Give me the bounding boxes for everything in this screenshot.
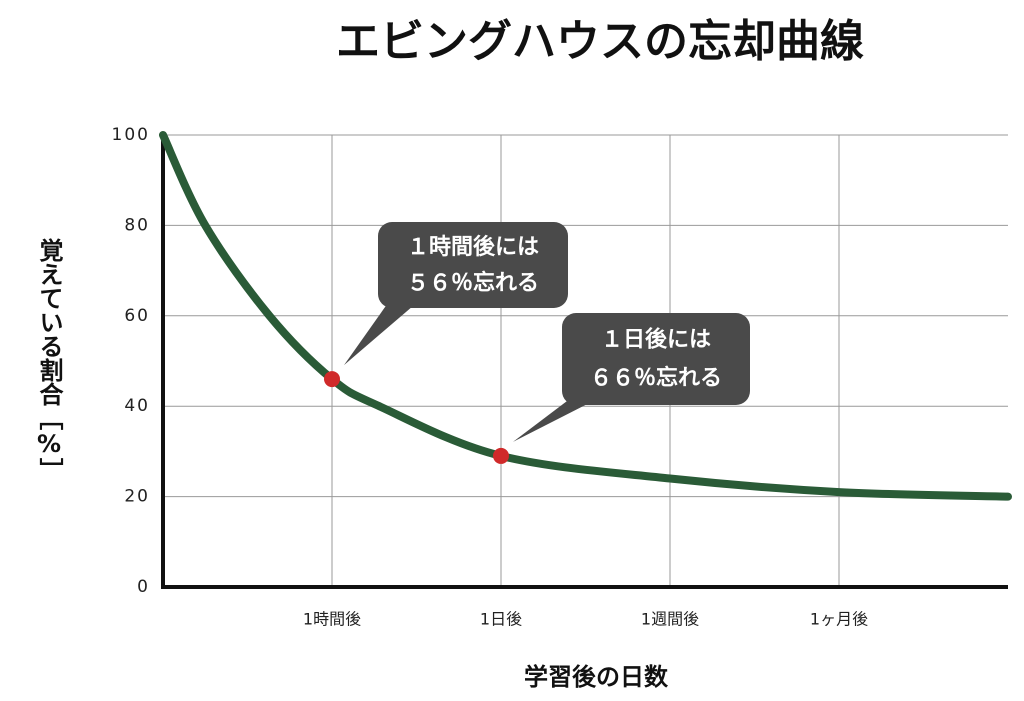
chart-title: エビングハウスの忘却曲線 [336, 16, 864, 67]
callout-tail [513, 395, 605, 442]
x-tick-label: 1ヶ月後 [810, 610, 868, 629]
highlight-point [493, 447, 509, 464]
x-tick-label: 1時間後 [303, 610, 361, 629]
callout-box [562, 313, 750, 405]
callout-tail [344, 300, 420, 366]
callout-text: ６６％忘れる [590, 365, 722, 391]
curve [159, 131, 1012, 501]
callout-text: １日後には [601, 327, 711, 353]
x-tick-label: 1週間後 [641, 610, 699, 629]
y-tick-label: 80 [124, 215, 150, 235]
y-tick-label: 0 [137, 577, 150, 597]
y-tick-label: 60 [124, 306, 150, 326]
y-axis-label: 覚えている割合［%］ [35, 237, 63, 482]
x-tick-label: 1日後 [480, 610, 522, 629]
y-tick-label: 20 [124, 487, 150, 507]
highlight-point [324, 371, 340, 388]
callout-text: ５６％忘れる [407, 270, 539, 296]
callout-text: １時間後には [407, 234, 539, 260]
y-tick-label: 100 [112, 125, 150, 145]
callout-box [378, 222, 568, 308]
x-axis-label: 学習後の日数 [524, 663, 669, 691]
y-tick-label: 40 [124, 396, 150, 416]
